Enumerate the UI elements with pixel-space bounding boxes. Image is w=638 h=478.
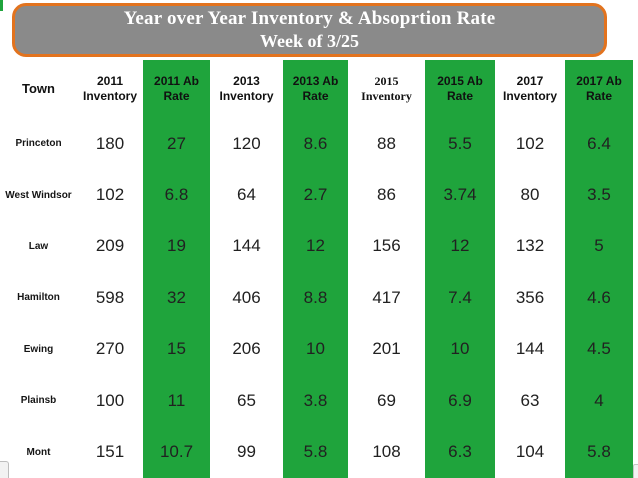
- header-label: 2017: [516, 74, 544, 88]
- header-cell-2011-ab-rate: 2011 Ab Rate: [143, 60, 210, 118]
- table-cell: 100: [77, 374, 143, 427]
- table-cell: 8.8: [283, 272, 348, 324]
- table-cell: 356: [495, 272, 565, 324]
- table-cell: 5.8: [565, 426, 633, 478]
- header-label: 2011 Ab: [154, 74, 199, 88]
- row-label-town: Princeton: [0, 118, 77, 170]
- scrollbar-corner-fragment[interactable]: [0, 461, 9, 478]
- row-label-town: Mont: [0, 426, 77, 478]
- table-cell: 12: [425, 220, 495, 273]
- table-cell: 88: [348, 118, 425, 170]
- header-cell-2013-ab-rate: 2013 Ab Rate: [283, 60, 348, 118]
- header-label: 2015 Ab: [437, 74, 483, 88]
- table-cell: 64: [210, 169, 283, 221]
- header-label: Rate: [302, 89, 329, 103]
- header-cell-2015-inventory: 2015 Inventory: [348, 60, 425, 118]
- table-cell: 406: [210, 272, 283, 324]
- table-cell: 99: [210, 426, 283, 478]
- header-label: Rate: [163, 89, 190, 103]
- table-cell: 104: [495, 426, 565, 478]
- header-label: Inventory: [219, 89, 274, 103]
- table-cell: 3.8: [283, 374, 348, 427]
- header-cell-2017-ab-rate: 2017 Ab Rate: [565, 60, 633, 118]
- header-label: 2017 Ab: [576, 74, 622, 88]
- table-cell: 6.4: [565, 118, 633, 170]
- header-label: Inventory: [361, 89, 412, 103]
- inventory-absorption-table: Town 2011 Inventory 2011 Ab Rate 2013 In…: [0, 60, 633, 478]
- table-cell: 598: [77, 272, 143, 324]
- table-cell: 6.9: [425, 374, 495, 427]
- table-cell: 27: [143, 118, 210, 170]
- table-cell: 209: [77, 220, 143, 273]
- table-cell: 108: [348, 426, 425, 478]
- table-cell: 6.8: [143, 169, 210, 221]
- table-cell: 65: [210, 374, 283, 427]
- row-label-town: Ewing: [0, 323, 77, 375]
- table-cell: 201: [348, 323, 425, 375]
- slide-title-line2: Week of 3/25: [260, 31, 359, 52]
- header-label: 2011: [96, 74, 124, 88]
- header-label: 2013: [233, 74, 260, 88]
- header-cell-2013-inventory: 2013 Inventory: [210, 60, 283, 118]
- header-label: 2013 Ab: [292, 74, 339, 88]
- table-cell: 69: [348, 374, 425, 427]
- table-cell: 12: [283, 220, 348, 273]
- row-label-town: Law: [0, 220, 77, 273]
- table-cell: 180: [77, 118, 143, 170]
- table-cell: 151: [77, 426, 143, 478]
- slide-title-line1: Year over Year Inventory & Absoprtion Ra…: [123, 8, 496, 30]
- table-cell: 132: [495, 220, 565, 273]
- table-cell: 102: [495, 118, 565, 170]
- table-cell: 417: [348, 272, 425, 324]
- table-cell: 5.5: [425, 118, 495, 170]
- header-cell-2015-ab-rate: 2015 Ab Rate: [425, 60, 495, 118]
- table-cell: 10: [425, 323, 495, 375]
- header-cell-town: Town: [0, 60, 77, 118]
- table-cell: 5: [565, 220, 633, 273]
- slide-title-banner: Year over Year Inventory & Absoprtion Ra…: [12, 3, 607, 57]
- row-label-town: Hamilton: [0, 272, 77, 324]
- table-cell: 86: [348, 169, 425, 221]
- table-cell: 206: [210, 323, 283, 375]
- table-cell: 8.6: [283, 118, 348, 170]
- row-label-town: Plainsb: [0, 374, 77, 427]
- table-cell: 80: [495, 169, 565, 221]
- table-cell: 7.4: [425, 272, 495, 324]
- row-label-town: West Windsor: [0, 169, 77, 221]
- table-cell: 102: [77, 169, 143, 221]
- table-cell: 6.3: [425, 426, 495, 478]
- table-cell: 144: [210, 220, 283, 273]
- table-cell: 15: [143, 323, 210, 375]
- table-cell: 4.5: [565, 323, 633, 375]
- scrollbar-corner-fragment[interactable]: [633, 464, 638, 478]
- green-edge-sliver: [0, 0, 3, 11]
- table-cell: 270: [77, 323, 143, 375]
- table-cell: 156: [348, 220, 425, 273]
- table-cell: 3.74: [425, 169, 495, 221]
- table-cell: 32: [143, 272, 210, 324]
- table-cell: 11: [143, 374, 210, 427]
- table-cell: 10: [283, 323, 348, 375]
- header-cell-2011-inventory: 2011 Inventory: [77, 60, 143, 118]
- header-label: Rate: [446, 89, 473, 103]
- table-cell: 3.5: [565, 169, 633, 221]
- header-label: Town: [22, 80, 55, 96]
- table-cell: 4.6: [565, 272, 633, 324]
- table-cell: 5.8: [283, 426, 348, 478]
- header-label: Inventory: [502, 89, 557, 103]
- table-cell: 10.7: [143, 426, 210, 478]
- header-label: 2015: [374, 74, 399, 88]
- header-cell-2017-inventory: 2017 Inventory: [495, 60, 565, 118]
- table-cell: 144: [495, 323, 565, 375]
- table-cell: 2.7: [283, 169, 348, 221]
- header-label: Inventory: [82, 89, 137, 103]
- header-label: Rate: [585, 89, 612, 103]
- table-cell: 120: [210, 118, 283, 170]
- table-cell: 63: [495, 374, 565, 427]
- table-cell: 19: [143, 220, 210, 273]
- table-cell: 4: [565, 374, 633, 427]
